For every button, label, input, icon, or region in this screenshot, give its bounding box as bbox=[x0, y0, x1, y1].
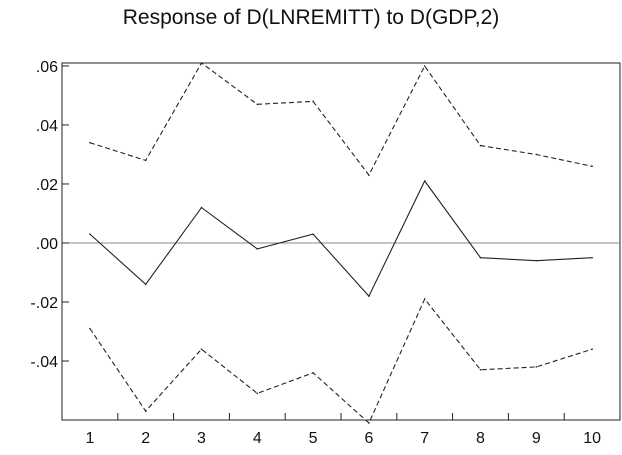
response-line-point bbox=[423, 180, 426, 182]
upper-band-line bbox=[89, 62, 593, 177]
x-tick-label: 8 bbox=[476, 430, 485, 447]
y-tick-label: .06 bbox=[36, 59, 58, 76]
response-line-point bbox=[144, 283, 147, 286]
upper-band-line-point bbox=[368, 174, 370, 176]
response-line-point bbox=[89, 233, 91, 235]
response-line-point bbox=[591, 256, 593, 259]
y-tick-label: -.02 bbox=[30, 295, 58, 312]
x-tick-label: 10 bbox=[583, 430, 601, 447]
lower-band-line-point bbox=[256, 392, 259, 395]
y-tick-label: .02 bbox=[36, 177, 58, 194]
y-tick-label: .04 bbox=[36, 118, 58, 135]
lower-band-line-point bbox=[535, 366, 538, 368]
lower-band-line-point bbox=[89, 327, 91, 330]
lower-band-line-point bbox=[479, 369, 482, 371]
y-tick-label: -.04 bbox=[30, 354, 58, 371]
upper-band-line-point bbox=[200, 62, 203, 64]
upper-band-line-point bbox=[89, 141, 91, 144]
y-tick-label: .00 bbox=[36, 236, 58, 253]
upper-band-line-point bbox=[591, 165, 593, 168]
response-line-point bbox=[479, 256, 482, 259]
upper-band-line-point bbox=[479, 144, 482, 147]
response-line-point bbox=[368, 295, 370, 297]
x-tick-label: 6 bbox=[364, 430, 373, 447]
upper-band-line-point bbox=[256, 103, 259, 106]
upper-band-line-point bbox=[312, 100, 314, 103]
x-tick-label: 4 bbox=[253, 430, 262, 447]
upper-band-line-point bbox=[535, 153, 538, 156]
lower-band-line-point bbox=[368, 422, 370, 424]
x-tick-label: 9 bbox=[532, 430, 541, 447]
lower-band-line-point bbox=[200, 348, 203, 350]
lower-band-line-point bbox=[591, 348, 593, 350]
upper-band-line-point bbox=[423, 65, 426, 67]
lower-band-line-point bbox=[144, 410, 147, 412]
response-line bbox=[89, 179, 593, 298]
response-line-point bbox=[312, 233, 314, 235]
response-line-point bbox=[256, 248, 259, 250]
upper-band-line-point bbox=[144, 159, 147, 162]
x-tick-label: 2 bbox=[141, 430, 150, 447]
x-tick-label: 7 bbox=[420, 430, 429, 447]
lower-band-line-point bbox=[312, 371, 314, 374]
response-line-point bbox=[535, 259, 538, 262]
lower-band-line-point bbox=[423, 298, 426, 300]
x-tick-label: 5 bbox=[309, 430, 318, 447]
lower-band-line bbox=[89, 297, 593, 424]
x-tick-label: 3 bbox=[197, 430, 206, 447]
response-line-point bbox=[200, 206, 203, 209]
x-tick-label: 1 bbox=[85, 430, 94, 447]
chart-title: Response of D(LNREMITT) to D(GDP,2) bbox=[122, 6, 500, 29]
